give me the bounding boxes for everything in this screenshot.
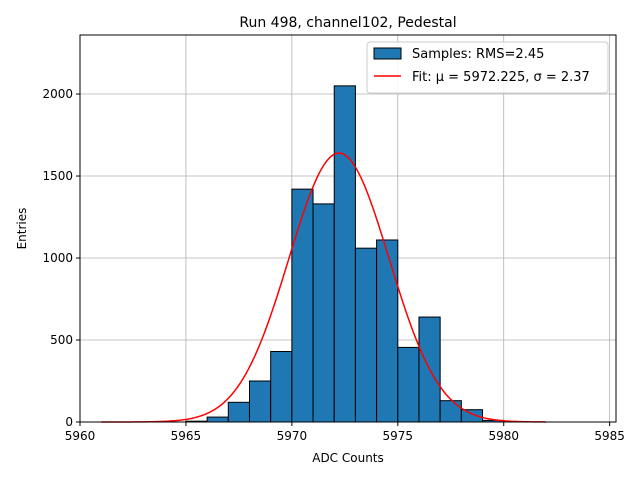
fit-curve (101, 152, 547, 423)
y-tick-label: 1000 (42, 251, 73, 265)
x-tick-label: 5980 (488, 429, 519, 443)
y-tick-label: 2000 (42, 87, 73, 101)
y-tick-label: 500 (50, 333, 73, 347)
histogram-bar (333, 85, 356, 423)
plot-frame (79, 34, 617, 423)
histogram-bar (312, 203, 335, 423)
histogram-bars (185, 85, 505, 423)
x-tick-label: 5985 (594, 429, 625, 443)
chart-title: Run 498, channel102, Pedestal (239, 15, 456, 31)
legend-label-samples: Samples: RMS=2.45 (412, 47, 544, 62)
histogram-bar (206, 416, 229, 423)
histogram-bar (291, 188, 314, 423)
x-axis-label: ADC Counts (312, 451, 384, 465)
y-axis-ticks: 0 500 1000 1500 2000 (42, 87, 80, 429)
fit-curve-layer (101, 152, 547, 423)
histogram-bar (397, 346, 420, 423)
y-tick-label: 0 (65, 415, 73, 429)
x-axis-ticks: 5960 5965 5970 5975 5980 5985 (65, 422, 625, 443)
x-tick-label: 5975 (383, 429, 414, 443)
x-tick-label: 5960 (65, 429, 96, 443)
histogram-bar (227, 401, 250, 423)
x-tick-label: 5965 (171, 429, 202, 443)
histogram-bar (354, 247, 378, 423)
legend: Samples: RMS=2.45 Fit: μ = 5972.225, σ =… (366, 41, 609, 94)
histogram-bar (376, 239, 399, 423)
y-axis-label: Entries (15, 208, 29, 250)
x-tick-label: 5970 (277, 429, 308, 443)
histogram-bar (248, 380, 272, 423)
legend-label-fit: Fit: μ = 5972.225, σ = 2.37 (412, 70, 590, 85)
legend-swatch-samples (373, 47, 402, 60)
y-tick-label: 1500 (42, 169, 73, 183)
legend-box (366, 41, 609, 94)
histogram-bar (439, 400, 462, 423)
histogram-bar (270, 350, 293, 423)
